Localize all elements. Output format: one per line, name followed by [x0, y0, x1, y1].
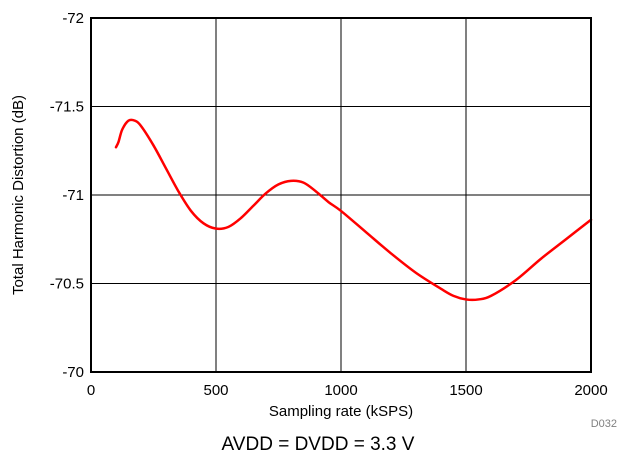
grid-layer — [91, 18, 591, 372]
series-layer — [114, 118, 593, 302]
series-line — [114, 118, 593, 302]
x-axis-title: Sampling rate (kSPS) — [269, 403, 413, 420]
x-tick-label: 2000 — [574, 382, 607, 399]
y-tick-label: -71.5 — [50, 99, 84, 116]
chart-caption: AVDD = DVDD = 3.3 V — [222, 434, 415, 455]
y-axis-title: Total Harmonic Distortion (dB) — [10, 95, 27, 295]
x-tick-label: 1000 — [324, 382, 357, 399]
y-tick-label: -70 — [62, 364, 84, 381]
y-tick-label: -70.5 — [50, 276, 84, 293]
x-tick-label: 0 — [87, 382, 95, 399]
figure-id: D032 — [591, 418, 617, 430]
y-tick-label: -72 — [62, 10, 84, 27]
x-tick-label: 1500 — [449, 382, 482, 399]
plot-frame — [90, 17, 592, 373]
x-tick-label: 500 — [203, 382, 228, 399]
tick-layer: 0 500 1000 1500 2000 -72 -71.5 -71 -70.5 -70 — [50, 10, 608, 399]
y-tick-label: -71 — [62, 187, 84, 204]
